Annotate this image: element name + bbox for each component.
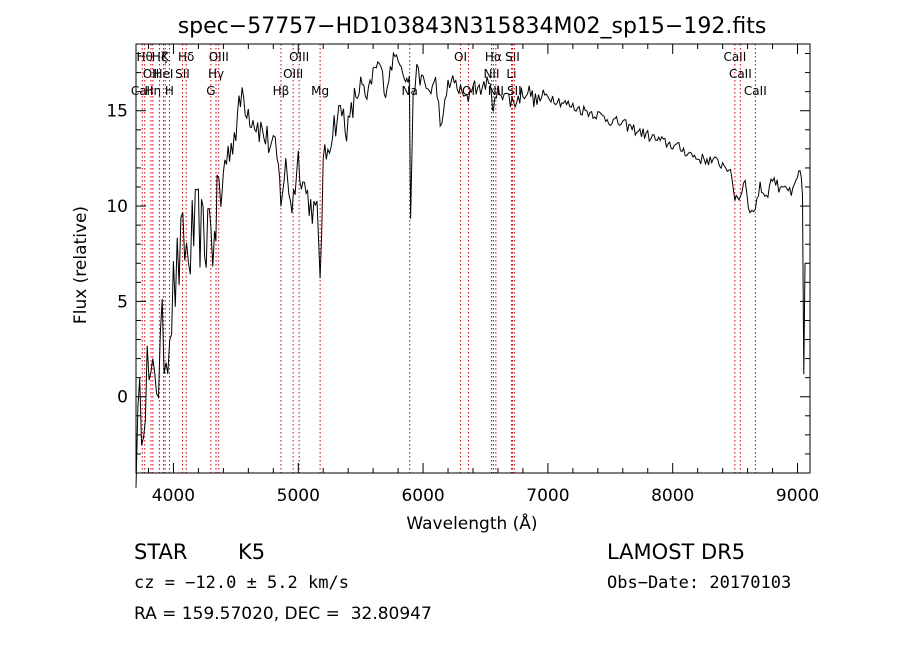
- y-axis: 0 5 10 15: [106, 53, 810, 474]
- line-label-7: H: [165, 84, 174, 98]
- chart-title: spec−57757−HD103843N315834M02_sp15−192.f…: [178, 14, 767, 39]
- line-label-13: Hβ: [273, 84, 290, 98]
- line-label-23: Li: [506, 67, 516, 81]
- sky-coordinates: RA = 159.57020, DEC = 32.80947: [134, 604, 432, 624]
- y-tick-label-5: 5: [117, 292, 128, 312]
- line-label-5: HeI: [153, 67, 173, 81]
- x-tick-label-7000: 7000: [526, 486, 569, 506]
- plot-frame: [135, 43, 811, 474]
- object-subclass: K5: [238, 540, 266, 564]
- line-label-18: OI: [454, 50, 467, 64]
- x-axis-label: Wavelength (Å): [406, 512, 537, 534]
- x-axis: 4000 5000 6000 7000 8000 9000: [147, 44, 819, 506]
- line-label-8: SII: [175, 67, 190, 81]
- object-class: STAR: [134, 540, 188, 564]
- line-label-28: CaII: [744, 84, 767, 98]
- line-label-2: OII: [143, 67, 160, 81]
- spectral-line-markers: CaIIHθOIIHηHζHeIKHSIIHδGHγOIIIHβOIIIOIII…: [131, 44, 767, 473]
- line-label-1: Hθ: [137, 50, 153, 64]
- line-label-21: Hα: [485, 50, 502, 64]
- line-label-11: Hγ: [208, 67, 224, 81]
- line-label-12: OIII: [209, 50, 229, 64]
- x-tick-label-5000: 5000: [277, 486, 320, 506]
- line-label-24: SII: [505, 50, 520, 64]
- observation-date: Obs−Date: 20170103: [607, 573, 792, 593]
- x-tick-label-8000: 8000: [651, 486, 694, 506]
- line-label-20: NII: [483, 67, 499, 81]
- y-tick-label-15: 15: [106, 102, 128, 122]
- line-label-10: G: [206, 84, 215, 98]
- survey-name: LAMOST DR5: [607, 540, 746, 564]
- line-label-26: CaII: [723, 50, 746, 64]
- redshift-velocity: cz = −12.0 ± 5.2 km/s: [134, 573, 349, 593]
- x-tick-label-9000: 9000: [776, 486, 819, 506]
- line-label-3: Hη: [145, 84, 162, 98]
- line-label-6: K: [161, 50, 170, 64]
- line-label-25: SII: [507, 84, 522, 98]
- line-label-16: Mg: [311, 84, 329, 98]
- series-layer: [135, 51, 806, 488]
- y-tick-label-10: 10: [106, 197, 128, 217]
- line-label-0: CaII: [131, 84, 154, 98]
- x-tick-label-6000: 6000: [401, 486, 444, 506]
- line-label-9: Hδ: [178, 50, 194, 64]
- y-tick-label-0: 0: [117, 388, 128, 408]
- line-label-19: OI: [462, 84, 475, 98]
- line-label-15: OIII: [289, 50, 309, 64]
- y-axis-label: Flux (relative): [71, 206, 91, 324]
- line-label-14: OIII: [283, 67, 303, 81]
- x-tick-label-4000: 4000: [152, 486, 195, 506]
- line-label-27: CaII: [729, 67, 752, 81]
- spectrum-line: [135, 51, 806, 488]
